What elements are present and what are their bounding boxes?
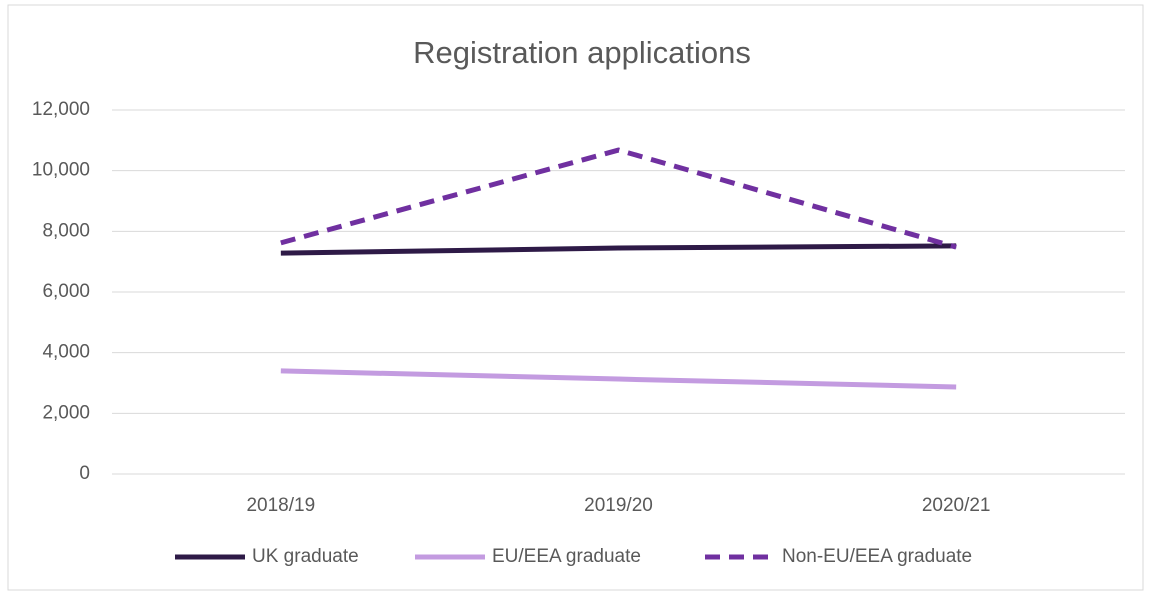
x-tick-label: 2018/19	[246, 495, 315, 516]
y-tick-label: 0	[79, 463, 90, 484]
series-line	[280, 243, 957, 256]
y-tick-label: 8,000	[42, 220, 90, 241]
series-line	[280, 147, 957, 250]
x-tick-label: 2020/21	[922, 495, 991, 516]
legend-label: UK graduate	[252, 546, 359, 567]
chart-title: Registration applications	[413, 35, 751, 70]
series-line	[280, 368, 957, 390]
y-tick-label: 10,000	[32, 160, 90, 181]
y-tick-label: 4,000	[42, 342, 90, 363]
x-tick-label: 2019/20	[584, 495, 653, 516]
legend-label: Non-EU/EEA graduate	[782, 546, 972, 567]
y-tick-label: 12,000	[32, 99, 90, 120]
legend-label: EU/EEA graduate	[492, 546, 641, 567]
y-tick-label: 2,000	[42, 402, 90, 423]
chart-border	[7, 4, 1144, 591]
y-tick-label: 6,000	[42, 281, 90, 302]
